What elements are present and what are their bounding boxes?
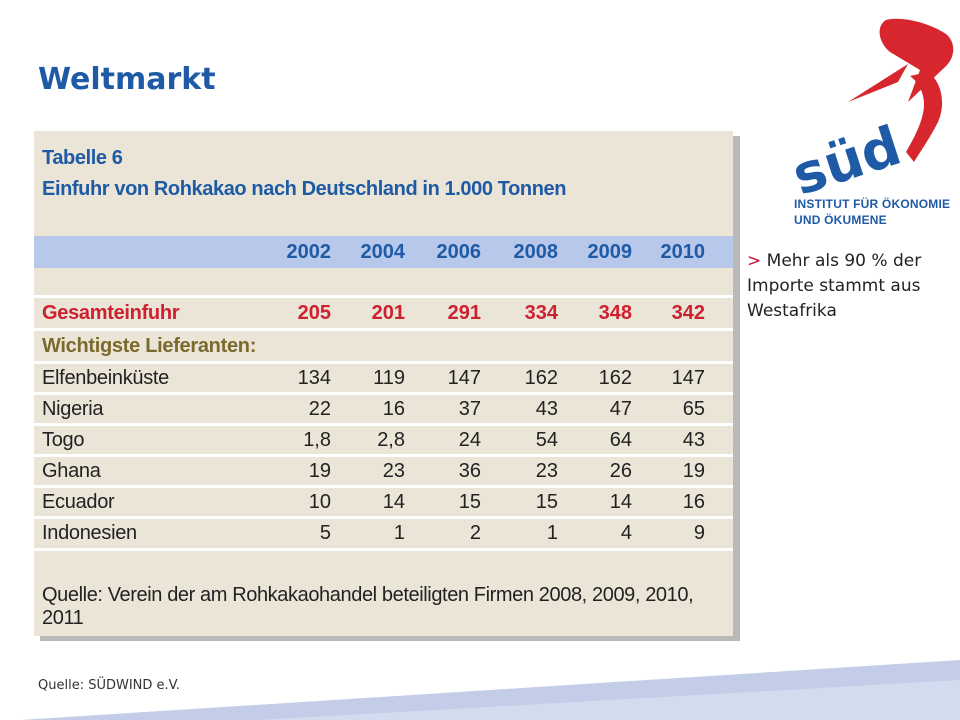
table-cell: 16 — [682, 491, 705, 513]
total-row: Gesamteinfuhr 205 201 291 334 348 342 — [34, 298, 733, 328]
table-row: Nigeria 22 16 37 43 47 65 — [34, 394, 733, 424]
table-cell: 16 — [382, 398, 405, 420]
year-header: 2010 — [660, 241, 706, 263]
table-cell: 65 — [682, 398, 705, 420]
decorative-band — [20, 660, 960, 720]
table-cell: 14 — [382, 491, 405, 513]
table-cell: 43 — [535, 398, 558, 420]
table-cell: 2,8 — [377, 429, 405, 451]
bullet-marker: > — [747, 251, 762, 271]
country-label: Togo — [42, 429, 85, 451]
total-value: 201 — [371, 302, 405, 324]
table-cell: 1 — [546, 522, 558, 544]
table-cell: 19 — [308, 460, 331, 482]
table-header-row: 2002 2004 2006 2008 2009 2010 — [34, 236, 733, 268]
table-cell: 43 — [682, 429, 705, 451]
table-cell: 15 — [535, 491, 558, 513]
table-cell: 4 — [620, 522, 632, 544]
row-separator — [34, 392, 733, 395]
table-cell: 5 — [319, 522, 331, 544]
year-header: 2009 — [587, 241, 633, 263]
row-separator — [34, 516, 733, 519]
table-cell: 23 — [382, 460, 405, 482]
section-label: Wichtigste Lieferanten: — [42, 335, 257, 357]
table-row: Ecuador 10 14 15 15 14 16 — [34, 487, 733, 517]
table-cell: 54 — [535, 429, 558, 451]
table-caption: Tabelle 6 Einfuhr von Rohkakao nach Deut… — [42, 143, 566, 205]
table-cell: 1,8 — [303, 429, 331, 451]
table-cell: 24 — [458, 429, 481, 451]
year-header: 2004 — [360, 241, 406, 263]
table-cell: 14 — [609, 491, 632, 513]
table-cell: 9 — [693, 522, 705, 544]
logo-tagline: INSTITUT FÜR ÖKONOMIE UND ÖKUMENE — [794, 196, 950, 228]
table-cell: 37 — [458, 398, 481, 420]
row-separator — [34, 548, 733, 551]
table-row: Ghana 19 23 36 23 26 19 — [34, 456, 733, 486]
table-cell: 134 — [297, 367, 331, 389]
table-cell: 2 — [469, 522, 481, 544]
table-cell: 1 — [393, 522, 405, 544]
row-separator — [34, 423, 733, 426]
row-separator — [34, 485, 733, 488]
country-label: Elfenbeinküste — [42, 367, 170, 389]
table-row: Togo 1,8 2,8 24 54 64 43 — [34, 425, 733, 455]
row-separator — [34, 328, 733, 331]
table-cell: 10 — [308, 491, 331, 513]
table-cell: 36 — [458, 460, 481, 482]
year-header: 2006 — [436, 241, 482, 263]
country-label: Ecuador — [42, 491, 115, 513]
country-label: Ghana — [42, 460, 101, 482]
row-separator — [34, 361, 733, 364]
table-cell: 147 — [671, 367, 705, 389]
row-separator — [34, 454, 733, 457]
table-cell: 162 — [524, 367, 558, 389]
suedwind-logo: süd — [785, 18, 954, 208]
table-cell: 47 — [609, 398, 632, 420]
year-header: 2008 — [513, 241, 559, 263]
cocoa-import-table: Tabelle 6 Einfuhr von Rohkakao nach Deut… — [34, 131, 733, 636]
table-cell: 22 — [308, 398, 331, 420]
logo-tagline-line1: INSTITUT FÜR ÖKONOMIE — [794, 197, 951, 211]
table-cell: 15 — [458, 491, 481, 513]
table-cell: 162 — [598, 367, 632, 389]
table-cell: 64 — [609, 429, 632, 451]
table-row: Indonesien 5 1 2 1 4 9 — [34, 518, 733, 548]
table-source: Quelle: Verein der am Rohkakaohandel bet… — [42, 584, 694, 629]
table-cell: 147 — [447, 367, 481, 389]
total-value: 334 — [524, 302, 558, 324]
country-label: Nigeria — [42, 398, 104, 420]
section-row: Wichtigste Lieferanten: — [34, 331, 733, 361]
svg-text:süd: süd — [785, 114, 908, 208]
total-value: 291 — [447, 302, 481, 324]
bullet-text: Mehr als 90 % der Importe stammt aus Wes… — [747, 251, 922, 321]
row-separator — [34, 295, 733, 298]
country-label: Indonesien — [42, 522, 137, 544]
total-value: 348 — [598, 302, 632, 324]
table-cell: 119 — [373, 367, 405, 389]
year-header: 2002 — [286, 241, 332, 263]
slide-source: Quelle: SÜDWIND e.V. — [38, 678, 181, 693]
table-row: Elfenbeinküste 134 119 147 162 162 147 — [34, 363, 733, 393]
total-value: 342 — [671, 302, 705, 324]
total-label: Gesamteinfuhr — [42, 302, 180, 324]
logo-tagline-line2: UND ÖKUMENE — [794, 213, 887, 227]
slide-title: Weltmarkt — [38, 62, 216, 97]
total-value: 205 — [297, 302, 331, 324]
table-cell: 23 — [535, 460, 558, 482]
bullet-note: > Mehr als 90 % der Importe stammt aus W… — [747, 249, 947, 324]
table-cell: 26 — [609, 460, 632, 482]
table-cell: 19 — [682, 460, 705, 482]
table-caption-subtitle: Einfuhr von Rohkakao nach Deutschland in… — [42, 178, 567, 200]
table-caption-title: Tabelle 6 — [42, 147, 123, 169]
